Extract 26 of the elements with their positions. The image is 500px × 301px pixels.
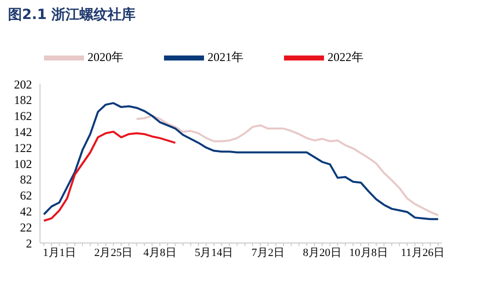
line-series — [136, 114, 440, 216]
x-tick-label: 4月8日 — [143, 246, 176, 259]
x-tick-label: 10月8日 — [349, 246, 388, 259]
x-tick-label: 7月2日 — [252, 246, 285, 259]
x-tick-label: 8月20日 — [302, 246, 342, 259]
legend-label: 2022年 — [328, 50, 364, 64]
x-tick-label: 11月26日 — [400, 246, 444, 259]
x-tick-label: 5月14日 — [194, 246, 234, 259]
y-tick-label: 162 — [14, 109, 32, 124]
y-tick-label: 142 — [14, 124, 32, 139]
y-tick-label: 202 — [14, 77, 32, 92]
line-series — [42, 130, 176, 222]
y-tick-label: 2 — [26, 236, 32, 250]
x-tick-label: 2月25日 — [94, 246, 133, 259]
y-tick-label: 182 — [14, 93, 32, 108]
legend-label: 2021年 — [208, 50, 244, 64]
y-tick-label: 62 — [20, 188, 32, 203]
line-series — [42, 102, 440, 220]
y-tick-label: 82 — [20, 172, 32, 187]
y-tick-label: 102 — [14, 156, 32, 171]
y-tick-label: 22 — [20, 220, 32, 234]
chart-title: 图2.1 浙江螺纹社库 — [8, 6, 136, 24]
x-tick-label: 1月1日 — [42, 246, 76, 259]
y-tick-label: 42 — [20, 204, 32, 218]
y-tick-label: 122 — [14, 140, 32, 155]
legend-label: 2020年 — [88, 50, 124, 64]
